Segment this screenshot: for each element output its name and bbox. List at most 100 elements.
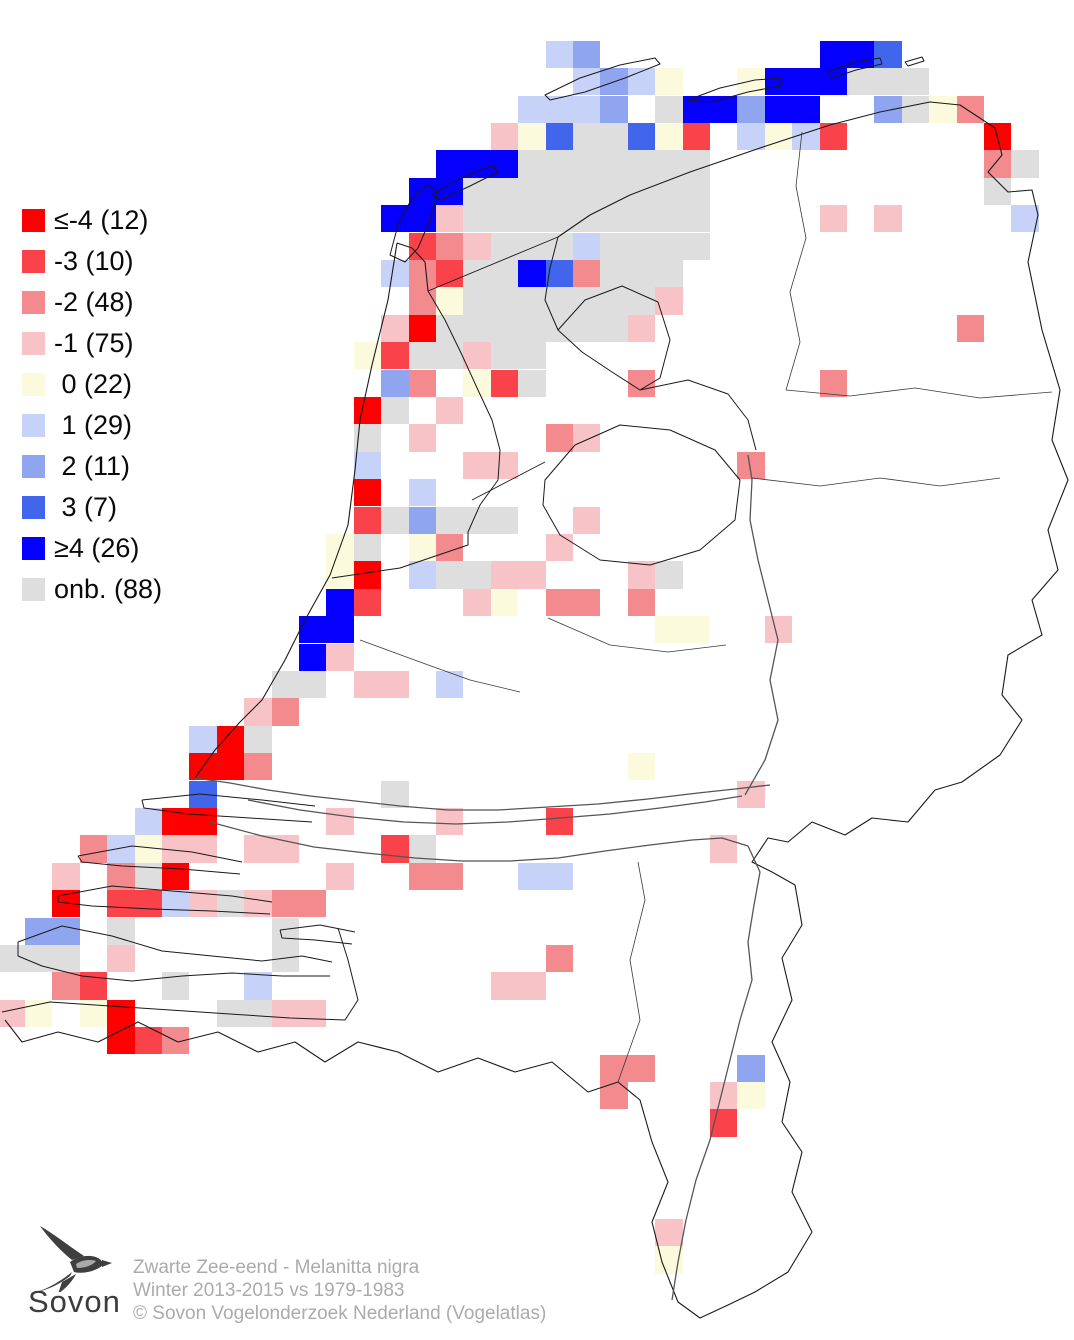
grid-cell <box>573 122 601 151</box>
grid-cell <box>436 150 464 178</box>
grid-cell <box>189 890 217 918</box>
grid-cell <box>518 122 546 151</box>
map-footer: Zwarte Zee-eend - Melanitta nigra Winter… <box>133 1256 546 1325</box>
grid-cell <box>326 862 354 891</box>
grid-cell <box>490 314 519 343</box>
grid-cell <box>655 68 683 96</box>
grid-cell <box>518 205 546 233</box>
grid-cell <box>353 342 382 370</box>
grid-cell <box>819 205 847 233</box>
grid-cell <box>189 725 217 754</box>
grid-cell <box>600 314 628 343</box>
grid-cell <box>627 561 656 589</box>
grid-cell <box>271 835 299 863</box>
legend-label: ≤-4 (12) <box>54 205 149 235</box>
grid-cell <box>326 616 354 644</box>
grid-cell <box>490 287 519 315</box>
grid-cell <box>353 506 382 534</box>
grid-cell <box>490 232 519 260</box>
grid-cell <box>600 1054 628 1082</box>
legend-item: 3 (7) <box>22 487 162 528</box>
grid-cell <box>655 232 683 260</box>
grid-cell <box>545 205 573 233</box>
grid-cell <box>627 287 656 315</box>
grid-cell <box>436 259 464 288</box>
grid-cell <box>545 862 573 891</box>
legend-item: 0 (22) <box>22 364 162 405</box>
grid-cell <box>490 451 519 480</box>
grid-cell <box>162 807 190 836</box>
grid-cell <box>408 506 436 534</box>
grid-cell <box>655 1246 683 1274</box>
grid-cell <box>655 95 683 123</box>
grid-cell <box>463 369 491 397</box>
grid-cell <box>25 944 53 973</box>
grid-cell <box>518 150 546 178</box>
grid-cell <box>956 314 984 343</box>
grid-cell <box>792 95 820 123</box>
grid-cell <box>682 177 710 206</box>
grid-cell <box>463 205 491 233</box>
legend-label: -2 (48) <box>54 287 134 317</box>
grid-cell <box>819 369 847 397</box>
grid-cell <box>134 890 162 918</box>
grid-cell <box>490 369 519 397</box>
grid-cell <box>573 259 601 288</box>
grid-cell <box>216 890 245 918</box>
grid-cell <box>956 95 984 123</box>
grid-cell <box>162 862 190 891</box>
grid-cell <box>436 670 464 699</box>
grid-cell <box>436 506 464 534</box>
grid-cell <box>600 1081 628 1110</box>
grid-cell <box>107 999 135 1028</box>
grid-cell <box>627 753 656 781</box>
grid-cell <box>600 95 628 123</box>
grid-cell <box>490 972 519 1000</box>
grid-cell <box>545 259 573 288</box>
grid-cell <box>408 424 436 452</box>
grid-cell <box>518 95 546 123</box>
grid-cell <box>545 533 573 562</box>
grid-cell <box>490 588 519 617</box>
grid-cell <box>737 451 765 480</box>
grid-cell <box>490 259 519 288</box>
grid-cell <box>408 232 436 260</box>
grid-cell <box>545 314 573 343</box>
grid-cell <box>408 835 436 863</box>
grid-cell <box>490 506 519 534</box>
grid-cell <box>737 1081 765 1110</box>
grid-cell <box>929 95 957 123</box>
copyright-line: © Sovon Vogelonderzoek Nederland (Vogela… <box>133 1303 547 1324</box>
grid-cell <box>627 588 656 617</box>
grid-cell <box>436 314 464 343</box>
grid-cell <box>189 753 217 781</box>
grid-cell <box>299 616 327 644</box>
grid-cell <box>490 150 519 178</box>
grid-cell <box>1011 150 1039 178</box>
grid-cell <box>847 40 875 69</box>
grid-cell <box>271 944 299 973</box>
grid-cell <box>518 314 546 343</box>
legend-label: onb. (88) <box>54 574 163 604</box>
grid-cell <box>299 999 327 1028</box>
legend-swatch <box>22 455 45 478</box>
grid-cell <box>25 917 53 945</box>
grid-cell <box>600 122 628 151</box>
grid-cell <box>162 890 190 918</box>
grid-cell <box>436 533 464 562</box>
grid-cell <box>490 205 519 233</box>
grid-cell <box>600 287 628 315</box>
grid-cell <box>655 1218 683 1247</box>
grid-cell <box>545 944 573 973</box>
grid-cell <box>792 68 820 96</box>
grid-cell <box>518 232 546 260</box>
legend-swatch <box>22 578 45 601</box>
grid-cell <box>134 807 162 836</box>
grid-cell <box>381 396 409 425</box>
grid-cell <box>244 725 272 754</box>
grid-cell <box>573 588 601 617</box>
grid-cell <box>436 177 464 206</box>
legend-swatch <box>22 209 45 232</box>
grid-cell <box>655 287 683 315</box>
